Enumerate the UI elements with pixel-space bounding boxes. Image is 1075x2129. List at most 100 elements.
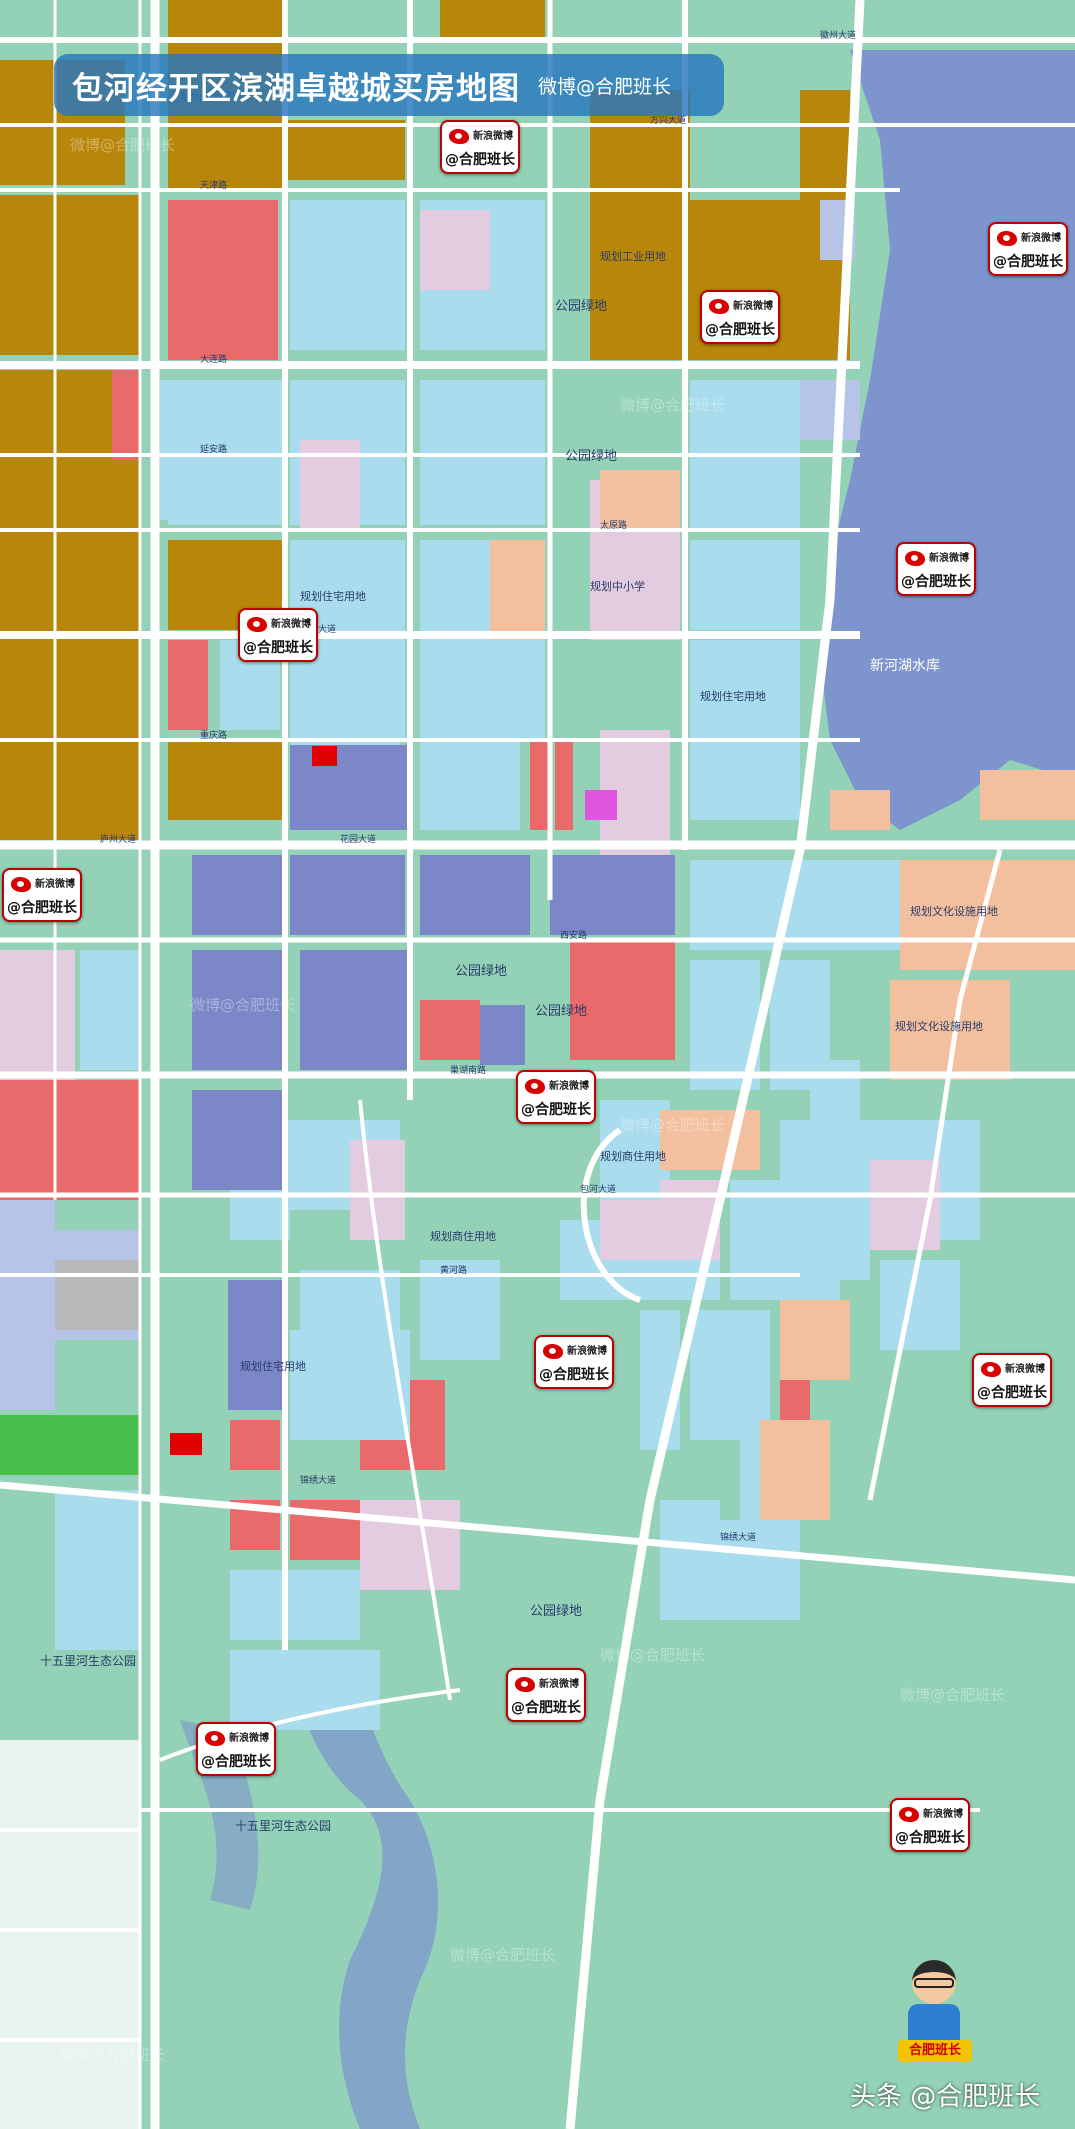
weibo-logo-icon — [543, 1344, 563, 1359]
weibo-badge[interactable]: 新浪微博 @合肥班长 — [516, 1070, 596, 1124]
label-culture-1: 规划文化设施用地 — [910, 904, 998, 918]
label-residential-1: 规划住宅用地 — [300, 589, 366, 603]
label-park-green-4: 公园绿地 — [535, 1004, 587, 1019]
weibo-badge[interactable]: 新浪微博 @合肥班长 — [2, 868, 82, 922]
label-school-1: 规划中小学 — [590, 579, 645, 593]
weibo-handle: @合肥班长 — [201, 1754, 271, 1770]
road-name-9: 太原路 — [600, 519, 627, 531]
industrial-blocks — [0, 0, 850, 840]
mascot-logo: 合肥班长 — [898, 1960, 972, 2070]
weibo-logo-icon — [905, 551, 925, 566]
mascot-body — [908, 2004, 960, 2044]
svg-text:微博@合肥班长: 微博@合肥班长 — [60, 2046, 165, 2064]
weibo-logo-icon — [449, 129, 469, 144]
map-title: 包河经开区滨湖卓越城买房地图 — [72, 70, 520, 107]
label-park-green-1: 公园绿地 — [555, 299, 607, 314]
road-name-6: 巢湖南路 — [450, 1064, 486, 1076]
weibo-brand: 新浪微博 — [733, 301, 773, 312]
weibo-badge[interactable]: 新浪微博 @合肥班长 — [972, 1353, 1052, 1407]
weibo-handle: @合肥班长 — [7, 900, 77, 916]
road-name-10: 花园大道 — [340, 833, 376, 845]
svg-text:微博@合肥班长: 微博@合肥班长 — [190, 996, 295, 1014]
weibo-logo-icon — [981, 1362, 1001, 1377]
label-residential-2: 规划住宅用地 — [700, 689, 766, 703]
label-ecopark-2: 十五里河生态公园 — [235, 1819, 331, 1833]
weibo-logo-icon — [11, 877, 31, 892]
weibo-badge[interactable]: 新浪微博 @合肥班长 — [196, 1722, 276, 1776]
river — [280, 1650, 439, 2129]
weibo-brand: 新浪微博 — [929, 553, 969, 564]
weibo-badge[interactable]: 新浪微博 @合肥班长 — [440, 120, 520, 174]
label-ecopark-1: 十五里河生态公园 — [40, 1654, 136, 1668]
weibo-brand: 新浪微博 — [271, 619, 311, 630]
road-name-12: 重庆路 — [200, 729, 227, 741]
weibo-badge[interactable]: 新浪微博 @合肥班长 — [700, 290, 780, 344]
weibo-handle: @合肥班长 — [977, 1385, 1047, 1401]
weibo-handle: @合肥班长 — [521, 1102, 591, 1118]
mascot-head — [912, 1960, 956, 2004]
weibo-badge[interactable]: 新浪微博 @合肥班长 — [988, 222, 1068, 276]
road-name-15: 方兴大道 — [650, 114, 686, 126]
weibo-logo-icon — [997, 231, 1017, 246]
label-culture-2: 规划文化设施用地 — [895, 1019, 983, 1033]
weibo-badge[interactable]: 新浪微博 @合肥班长 — [238, 608, 318, 662]
weibo-brand: 新浪微博 — [567, 1346, 607, 1357]
road-name-8: 延安路 — [200, 443, 227, 455]
weibo-brand: 新浪微博 — [473, 131, 513, 142]
weibo-handle: @合肥班长 — [539, 1367, 609, 1383]
weibo-badge[interactable]: 新浪微博 @合肥班长 — [890, 1798, 970, 1852]
svg-text:微博@合肥班长: 微博@合肥班长 — [620, 1116, 725, 1134]
mascot-glasses — [914, 1978, 954, 1988]
weibo-logo-icon — [205, 1731, 225, 1746]
label-lake: 新河湖水库 — [870, 658, 940, 674]
svg-text:微博@合肥班长: 微博@合肥班长 — [450, 1946, 555, 1964]
road-name-4: 包河大道 — [580, 1183, 616, 1195]
watermarks: 微博@合肥班长 微博@合肥班长 微博@合肥班长 微博@合肥班长 微博@合肥班长 … — [60, 136, 1005, 2064]
government-blocks — [192, 745, 675, 1410]
label-commercial-1: 规划商住用地 — [430, 1229, 496, 1243]
weibo-logo-icon — [247, 617, 267, 632]
weibo-brand: 新浪微博 — [229, 1733, 269, 1744]
weibo-brand: 新浪微博 — [539, 1679, 579, 1690]
weibo-handle: @合肥班长 — [511, 1700, 581, 1716]
svg-text:微博@合肥班长: 微博@合肥班长 — [900, 1686, 1005, 1704]
road-name-0: 大连路 — [200, 353, 227, 365]
svg-text:微博@合肥班长: 微博@合肥班长 — [620, 396, 725, 414]
road-name-2: 西安路 — [560, 929, 587, 941]
label-park-green-5: 公园绿地 — [530, 1604, 582, 1619]
weibo-handle: @合肥班长 — [895, 1830, 965, 1846]
weibo-brand: 新浪微博 — [549, 1081, 589, 1092]
road-name-7: 庐州大道 — [100, 833, 136, 845]
misc-blocks — [0, 746, 617, 2129]
weibo-logo-icon — [515, 1677, 535, 1692]
weibo-badge[interactable]: 新浪微博 @合肥班长 — [534, 1335, 614, 1389]
weibo-handle: @合肥班长 — [705, 322, 775, 338]
road-name-13: 黄河路 — [440, 1264, 467, 1276]
map-title-bar: 包河经开区滨湖卓越城买房地图 微博@合肥班长 — [54, 54, 724, 116]
weibo-brand: 新浪微博 — [923, 1809, 963, 1820]
road-name-3: 锦绣大道 — [300, 1474, 336, 1486]
label-commercial-2: 规划商住用地 — [600, 1149, 666, 1163]
road-name-14: 锦绣大道 — [720, 1531, 756, 1543]
weibo-badge[interactable]: 新浪微博 @合肥班长 — [896, 542, 976, 596]
weibo-logo-icon — [899, 1807, 919, 1822]
label-park-green-3: 公园绿地 — [455, 964, 507, 979]
weibo-handle: @合肥班长 — [993, 254, 1063, 270]
label-park-green-2: 公园绿地 — [565, 449, 617, 464]
weibo-brand: 新浪微博 — [1021, 233, 1061, 244]
mascot-label: 合肥班长 — [898, 2040, 972, 2062]
label-industrial-1: 规划工业用地 — [600, 249, 666, 263]
weibo-handle: @合肥班长 — [445, 152, 515, 168]
credit-text: 头条 @合肥班长 — [850, 2082, 1041, 2112]
weibo-logo-icon — [709, 299, 729, 314]
svg-text:微博@合肥班长: 微博@合肥班长 — [70, 136, 175, 154]
weibo-handle: @合肥班长 — [901, 574, 971, 590]
label-residential-3: 规划住宅用地 — [240, 1359, 306, 1373]
weibo-brand: 新浪微博 — [35, 879, 75, 890]
culture-blocks — [490, 470, 1075, 1520]
road-name-5: 徽州大道 — [820, 29, 856, 41]
weibo-badge[interactable]: 新浪微博 @合肥班长 — [506, 1668, 586, 1722]
road-name-11: 天津路 — [200, 179, 227, 191]
